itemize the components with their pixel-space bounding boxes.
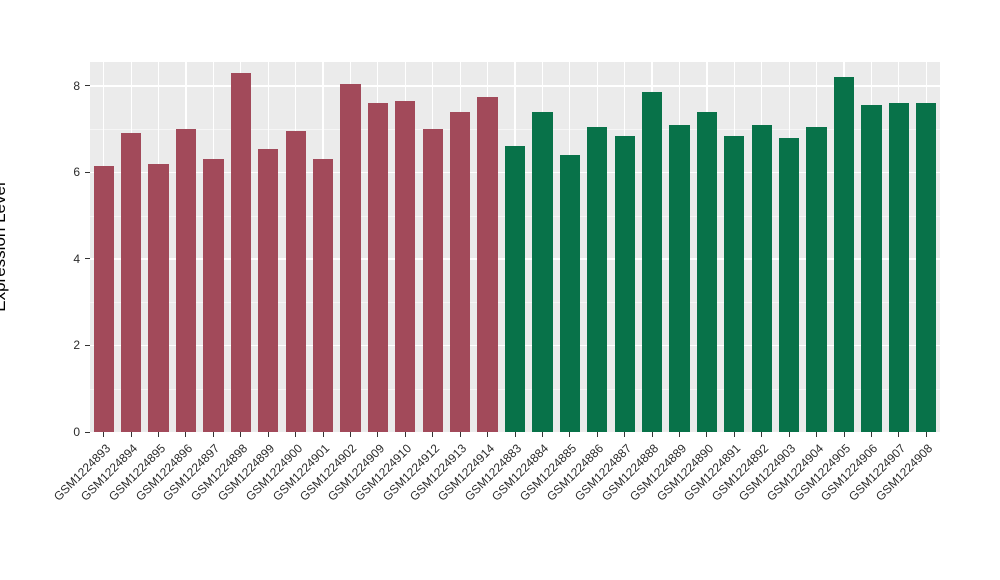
x-tick-mark (761, 432, 763, 437)
bar (367, 103, 389, 432)
y-axis-title: Expression Level (0, 182, 9, 312)
x-tick-mark (541, 432, 543, 437)
y-tick-label: 0 (73, 425, 80, 439)
x-tick-mark (733, 432, 735, 437)
bar (724, 135, 745, 432)
x-tick-mark (514, 432, 516, 437)
bar (641, 92, 663, 432)
x-tick-mark (459, 432, 461, 437)
y-tick-mark (85, 85, 90, 87)
x-tick-mark (898, 432, 900, 437)
x-tick-mark (487, 432, 489, 437)
x-tick-mark (158, 432, 160, 437)
bar (312, 159, 334, 432)
y-tick-label: 8 (73, 78, 80, 93)
bar (203, 159, 224, 432)
bar (833, 77, 855, 432)
x-tick-mark (103, 432, 105, 437)
y-tick-mark (85, 258, 90, 260)
x-tick-mark (322, 432, 324, 437)
bar (340, 83, 361, 432)
y-tick-mark (85, 171, 90, 173)
x-tick-mark (349, 432, 351, 437)
x-tick-mark (569, 432, 571, 437)
bar (477, 96, 498, 432)
x-tick-mark (432, 432, 434, 437)
x-tick-mark (130, 432, 132, 437)
x-tick-mark (212, 432, 214, 437)
x-tick-mark (240, 432, 242, 437)
y-tick-mark (85, 344, 90, 346)
bar (888, 103, 909, 432)
bar (93, 165, 114, 432)
bar (532, 111, 553, 432)
x-tick-mark (185, 432, 187, 437)
bar (285, 131, 306, 432)
x-tick-mark (624, 432, 626, 437)
x-tick-mark (596, 432, 598, 437)
bar (148, 163, 169, 432)
x-tick-mark (377, 432, 379, 437)
bar (422, 129, 443, 432)
y-tick-label: 4 (73, 251, 80, 266)
y-tick-label: 6 (73, 165, 80, 180)
x-tick-mark (404, 432, 406, 437)
x-tick-mark (651, 432, 653, 437)
x-tick-mark (816, 432, 818, 437)
bar (230, 72, 251, 432)
bar (120, 133, 142, 432)
x-tick-mark (870, 432, 872, 437)
bar (175, 129, 197, 432)
y-tick-label: 2 (73, 338, 80, 353)
x-tick-mark (925, 432, 927, 437)
x-tick-mark (267, 432, 269, 437)
bar (779, 137, 800, 432)
bar (916, 103, 937, 432)
x-tick-mark (843, 432, 845, 437)
bar (669, 124, 690, 432)
bar (559, 155, 580, 432)
bar (751, 124, 772, 432)
x-tick-mark (295, 432, 297, 437)
bar (258, 148, 279, 432)
bar (861, 105, 882, 432)
bar (504, 146, 526, 432)
bar (614, 135, 635, 432)
bar (587, 126, 608, 432)
x-tick-mark (679, 432, 681, 437)
bar (696, 111, 718, 432)
bar (806, 126, 827, 432)
bar (450, 111, 471, 432)
y-tick-mark (85, 431, 90, 433)
x-tick-mark (706, 432, 708, 437)
x-tick-mark (788, 432, 790, 437)
bar (395, 100, 416, 432)
